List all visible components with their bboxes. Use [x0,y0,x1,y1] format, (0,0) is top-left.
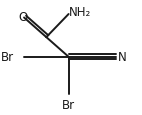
Text: Br: Br [0,51,13,64]
Text: N: N [118,51,127,64]
Text: Br: Br [62,98,75,111]
Text: O: O [18,11,27,24]
Text: NH₂: NH₂ [69,6,92,19]
